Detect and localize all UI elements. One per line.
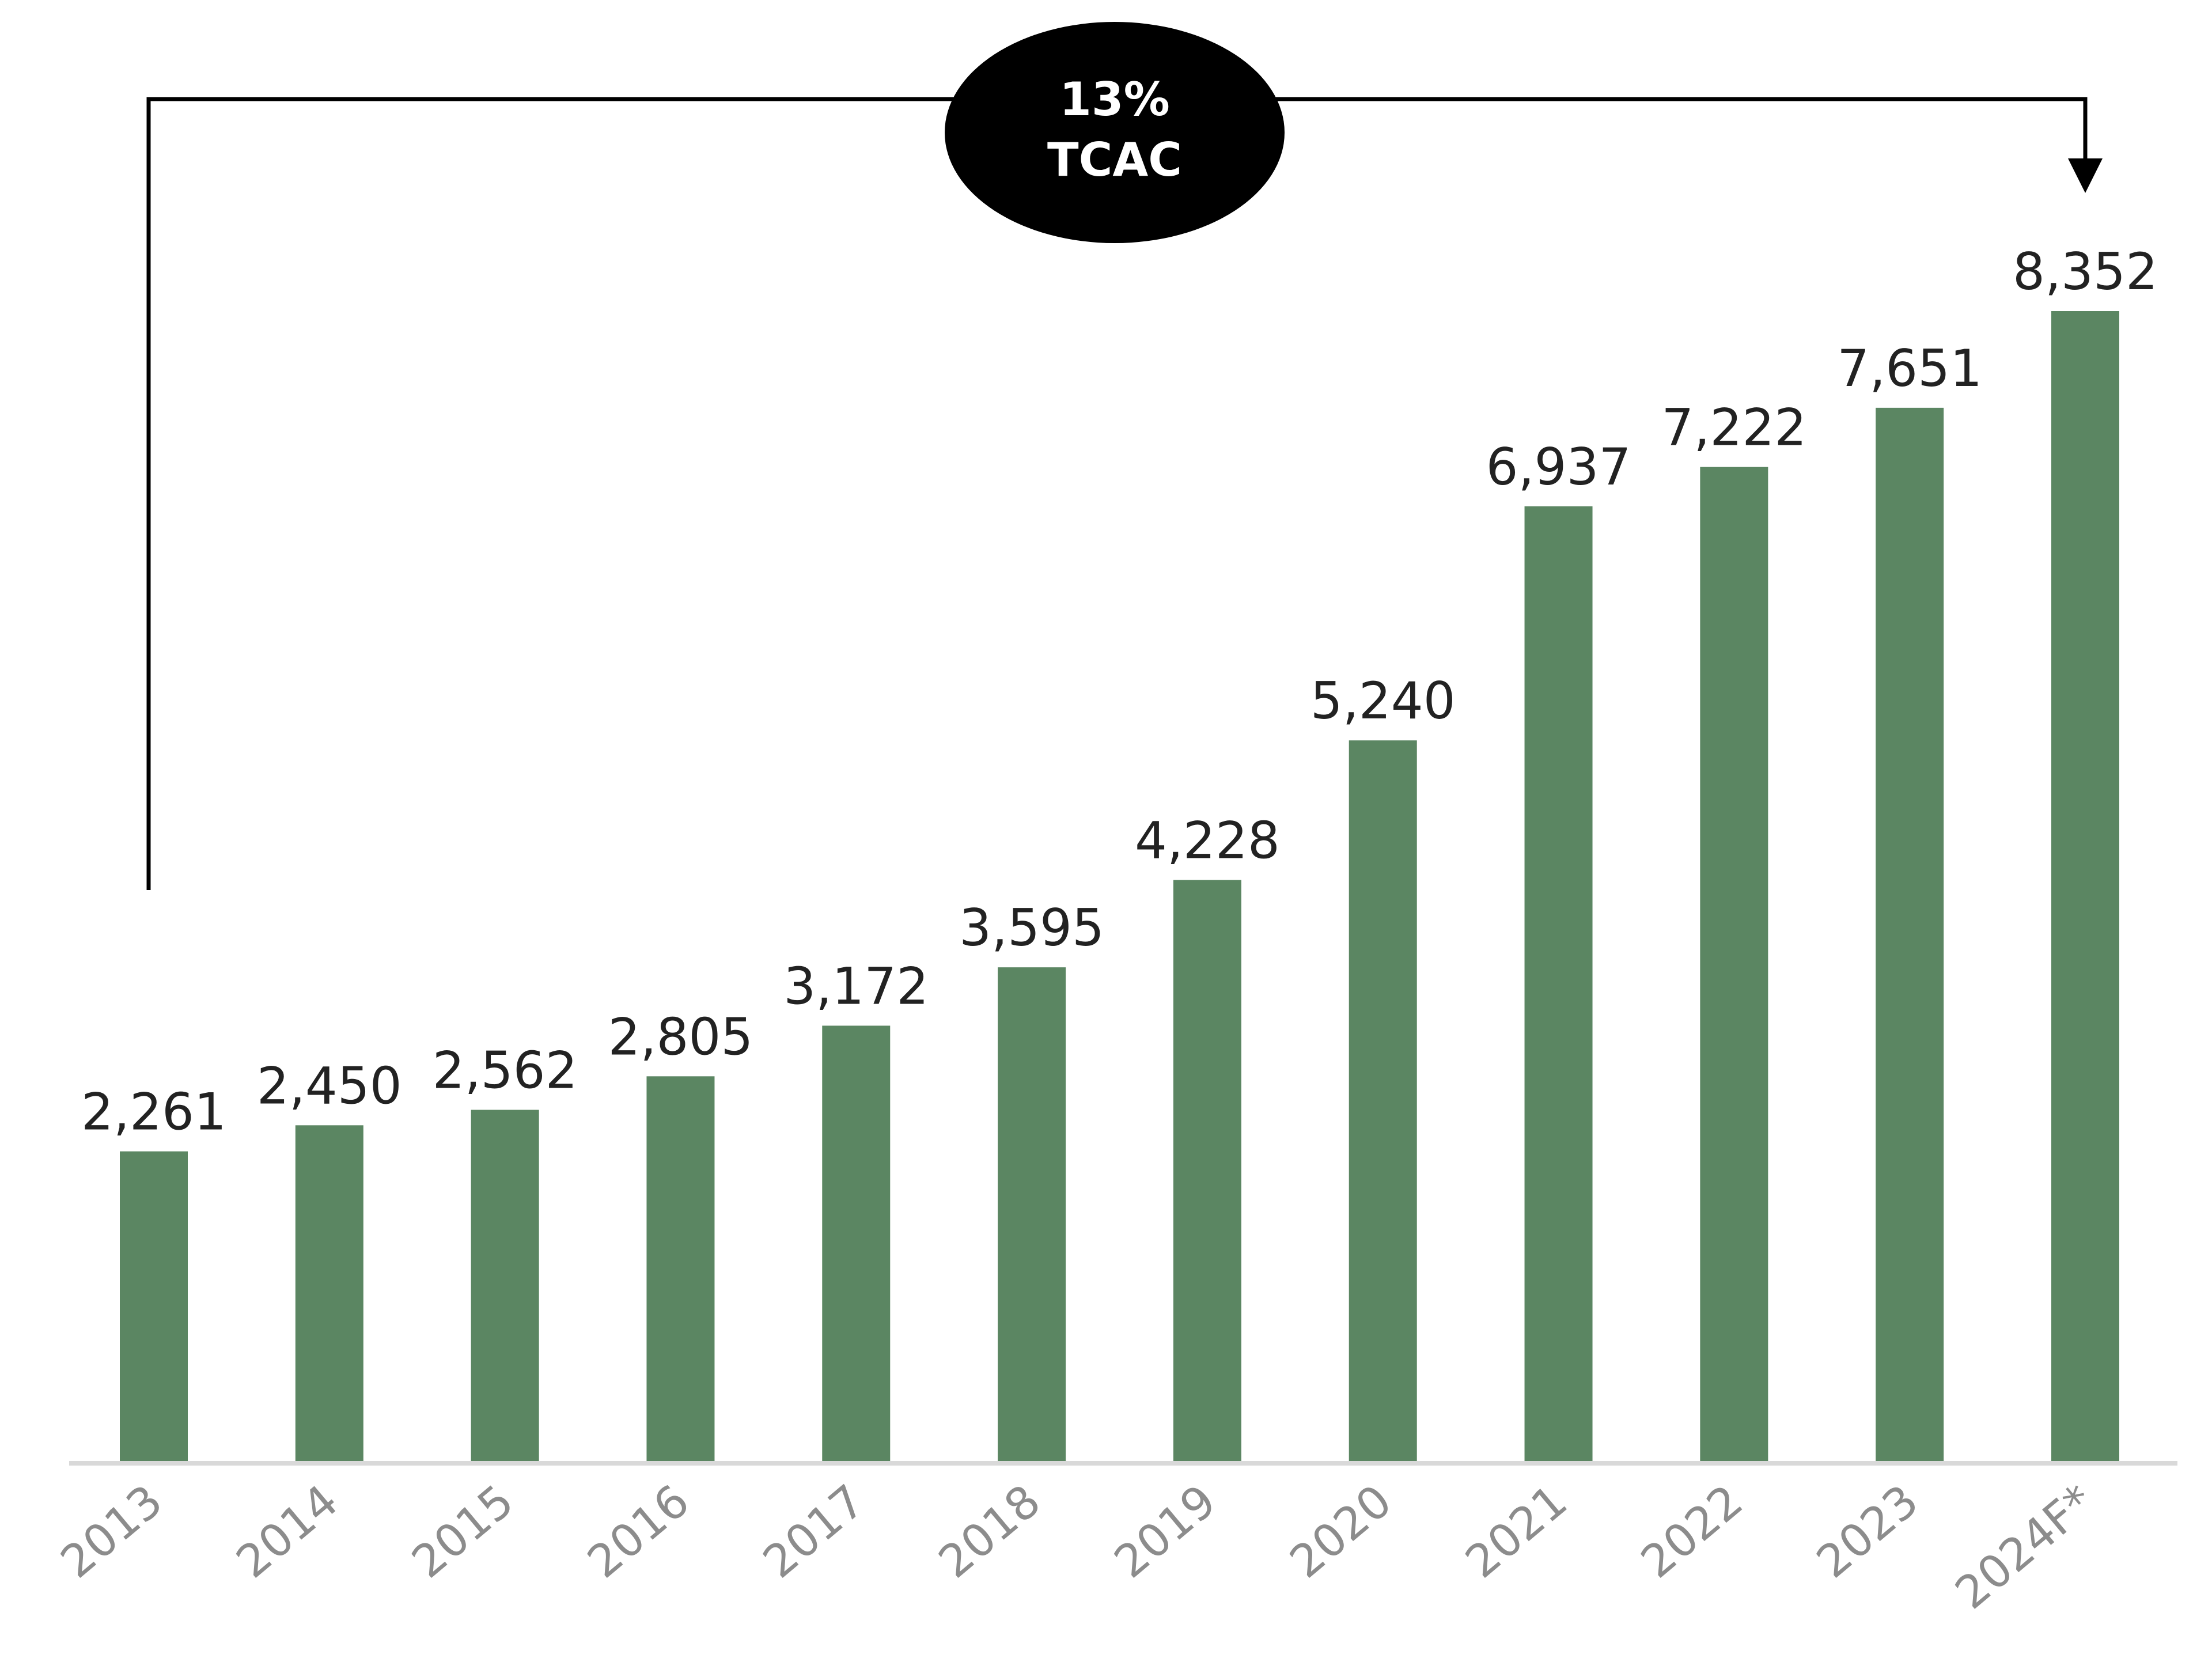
value-labels: 2,261 2,450 2,562 2,805 3,172 3,595 4,228 5,240…: [81, 242, 2158, 1142]
value-label-2018: 3,595: [959, 898, 1104, 957]
tick-label-2019: 2019: [1105, 1475, 1226, 1589]
bar-2022: [1700, 467, 1768, 1463]
value-label-2016: 2,805: [608, 1007, 753, 1066]
value-label-2017: 3,172: [783, 956, 929, 1016]
x-tick-labels: 2013 2014 2015 2016 2017 2018 2019 2020 2021 2022…: [51, 1475, 2104, 1619]
value-label-2023: 7,651: [1837, 339, 1982, 398]
value-label-2020: 5,240: [1310, 671, 1456, 730]
value-label-2013: 2,261: [81, 1082, 226, 1142]
tick-label-2022: 2022: [1632, 1475, 1753, 1589]
value-label-2021: 6,937: [1486, 437, 1631, 497]
tick-label-2016: 2016: [578, 1475, 699, 1589]
bar-2024F*: [2051, 311, 2119, 1463]
tick-label-2021: 2021: [1456, 1475, 1577, 1589]
value-label-2022: 7,222: [1661, 398, 1806, 457]
value-label-2015: 2,562: [433, 1040, 578, 1100]
bar-2021: [1524, 506, 1593, 1463]
value-label-2024F*: 8,352: [2013, 242, 2158, 301]
cagr-badge: [945, 22, 1285, 243]
bar-2019: [1173, 880, 1241, 1463]
value-label-2019: 4,228: [1135, 811, 1280, 870]
bar-2020: [1349, 740, 1417, 1463]
bar-2013: [120, 1151, 188, 1463]
cagr-annotation: 13% TCAC: [146, 22, 2103, 890]
bar-2023: [1876, 407, 1944, 1463]
tick-label-2015: 2015: [403, 1475, 524, 1589]
bars: [120, 311, 2119, 1463]
tick-label-2014: 2014: [227, 1475, 348, 1589]
bar-2014: [295, 1125, 363, 1463]
tick-label-2023: 2023: [1807, 1475, 1928, 1589]
tick-label-2013: 2013: [51, 1475, 172, 1589]
bar-2016: [646, 1076, 715, 1463]
value-label-2014: 2,450: [257, 1056, 402, 1115]
tick-label-2020: 2020: [1281, 1475, 1402, 1589]
tick-label-2017: 2017: [754, 1475, 875, 1589]
bar-2015: [471, 1110, 539, 1463]
bar-2018: [998, 967, 1066, 1463]
tick-label-2024F*: 2024F*: [1946, 1475, 2104, 1619]
cagr-tcac-label: TCAC: [1047, 133, 1182, 187]
bar-2017: [822, 1025, 891, 1463]
cagr-arrowhead: [2068, 158, 2103, 193]
tick-label-2018: 2018: [929, 1475, 1050, 1589]
cagr-percent-label: 13%: [1059, 73, 1169, 126]
